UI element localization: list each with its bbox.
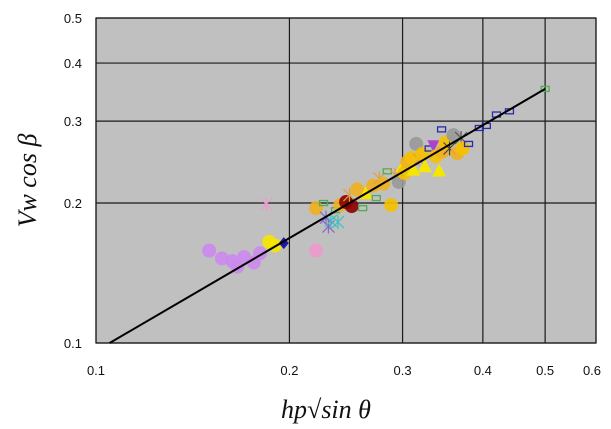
data-point-cross [259, 197, 273, 212]
data-point-circle [409, 136, 424, 151]
data-point-circle [344, 199, 359, 214]
x-tick-label: 0.3 [394, 363, 412, 378]
data-point-circle [202, 243, 217, 258]
x-tick-label: 0.5 [536, 363, 554, 378]
tick-labels: 0.1 0.2 0.3 0.4 0.5 0.6 0.1 0.2 0.3 0.4 0.5 [64, 11, 601, 378]
y-tick-label: 0.3 [64, 114, 82, 129]
data-point-circle [446, 128, 461, 143]
data-point-cross [331, 215, 345, 230]
data-point-square [318, 199, 329, 207]
data-point-circle [455, 141, 470, 156]
plot-background [95, 17, 597, 344]
data-point-square [357, 204, 368, 212]
data-point-square [540, 85, 550, 93]
fit-line [109, 88, 546, 344]
y-tick-label: 0.2 [64, 196, 82, 211]
x-tick-label: 0.2 [280, 363, 298, 378]
y-tick-label: 0.1 [64, 336, 82, 351]
data-point-triangle [417, 159, 432, 173]
x-tick-label: 0.1 [87, 363, 105, 378]
data-point-triangle [406, 162, 421, 176]
grid-lines [95, 17, 597, 344]
data-point-circle [384, 198, 399, 213]
data-point-square [371, 194, 381, 202]
data-point-circle [404, 150, 419, 165]
data-point-circle [415, 146, 430, 161]
data-point-triangle-down [427, 140, 440, 153]
data-point-circle [214, 251, 229, 266]
data-point-square [436, 126, 447, 133]
x-tick-label: 0.6 [583, 363, 601, 378]
data-point-triangle [432, 163, 447, 177]
y-axis-label: Vw cos β [13, 134, 42, 228]
data-point-circle [350, 182, 365, 197]
x-tick-label: 0.4 [474, 363, 492, 378]
y-tick-label: 0.4 [64, 56, 82, 71]
y-tick-label: 0.5 [64, 11, 82, 26]
x-axis-label: hp√sin θ [281, 395, 371, 424]
data-point-square [463, 140, 474, 148]
data-point-circle [309, 243, 324, 258]
